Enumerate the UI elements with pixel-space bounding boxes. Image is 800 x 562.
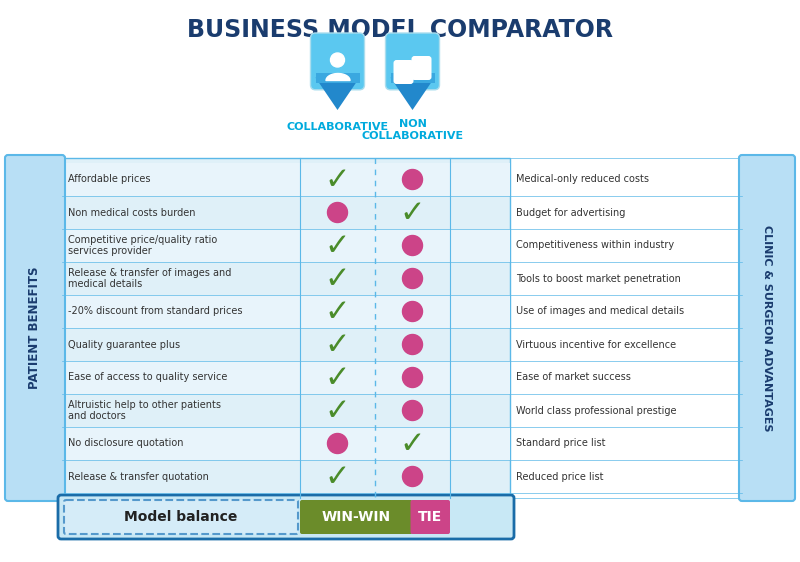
Text: Tools to boost market penetration: Tools to boost market penetration [516, 274, 681, 283]
Text: Medical-only reduced costs: Medical-only reduced costs [516, 174, 649, 184]
Text: Ease of access to quality service: Ease of access to quality service [68, 373, 227, 383]
Text: BUSINESS MODEL COMPARATOR: BUSINESS MODEL COMPARATOR [187, 18, 613, 42]
FancyBboxPatch shape [394, 60, 414, 84]
Text: -20% discount from standard prices: -20% discount from standard prices [68, 306, 242, 316]
Text: Affordable prices: Affordable prices [68, 174, 150, 184]
Text: ✓: ✓ [400, 430, 426, 459]
Text: Ease of market success: Ease of market success [516, 373, 631, 383]
Polygon shape [390, 78, 434, 110]
FancyBboxPatch shape [386, 33, 439, 90]
FancyBboxPatch shape [64, 500, 298, 534]
Text: World class professional prestige: World class professional prestige [516, 406, 677, 415]
Text: ✓: ✓ [325, 166, 350, 195]
Text: Altruistic help to other patients
and doctors: Altruistic help to other patients and do… [68, 400, 221, 422]
FancyBboxPatch shape [62, 361, 510, 394]
Text: WIN-WIN: WIN-WIN [322, 510, 391, 524]
Text: ✓: ✓ [325, 298, 350, 327]
Circle shape [402, 269, 422, 288]
Text: Non medical costs burden: Non medical costs burden [68, 207, 195, 217]
FancyBboxPatch shape [5, 155, 65, 501]
FancyBboxPatch shape [62, 163, 510, 196]
Text: Budget for advertising: Budget for advertising [516, 207, 626, 217]
FancyBboxPatch shape [62, 427, 510, 460]
FancyBboxPatch shape [411, 56, 431, 80]
Text: COLLABORATIVE: COLLABORATIVE [286, 122, 389, 132]
Text: TIE: TIE [418, 510, 442, 524]
Text: Model balance: Model balance [124, 510, 238, 524]
FancyBboxPatch shape [739, 155, 795, 501]
Text: No disclosure quotation: No disclosure quotation [68, 438, 183, 448]
Circle shape [402, 401, 422, 420]
Circle shape [402, 235, 422, 256]
Text: Release & transfer of images and
medical details: Release & transfer of images and medical… [68, 268, 231, 289]
Text: ✓: ✓ [400, 199, 426, 228]
Text: Use of images and medical details: Use of images and medical details [516, 306, 684, 316]
FancyBboxPatch shape [315, 72, 359, 83]
Circle shape [402, 368, 422, 388]
Text: Release & transfer quotation: Release & transfer quotation [68, 472, 209, 482]
Text: Virtuous incentive for excellence: Virtuous incentive for excellence [516, 339, 676, 350]
Text: ✓: ✓ [325, 463, 350, 492]
Text: ✓: ✓ [325, 364, 350, 393]
Circle shape [327, 433, 347, 454]
Circle shape [402, 334, 422, 355]
Text: Competitive price/quality ratio
services provider: Competitive price/quality ratio services… [68, 235, 218, 256]
FancyBboxPatch shape [310, 33, 365, 90]
FancyBboxPatch shape [62, 158, 510, 498]
Circle shape [330, 53, 345, 67]
Polygon shape [315, 78, 359, 110]
Text: ✓: ✓ [325, 232, 350, 261]
Text: CLINIC & SURGEON ADVANTAGES: CLINIC & SURGEON ADVANTAGES [762, 225, 772, 431]
Text: NON
COLLABORATIVE: NON COLLABORATIVE [362, 119, 463, 140]
Text: Reduced price list: Reduced price list [516, 472, 603, 482]
Text: PATIENT BENEFITS: PATIENT BENEFITS [29, 267, 42, 389]
Text: Quality guarantee plus: Quality guarantee plus [68, 339, 180, 350]
FancyBboxPatch shape [58, 495, 514, 539]
FancyBboxPatch shape [390, 72, 434, 83]
Text: ✓: ✓ [325, 397, 350, 426]
FancyBboxPatch shape [62, 295, 510, 328]
Text: ✓: ✓ [325, 331, 350, 360]
Circle shape [402, 301, 422, 321]
Circle shape [402, 466, 422, 487]
Text: ✓: ✓ [325, 265, 350, 294]
FancyBboxPatch shape [300, 500, 413, 534]
Circle shape [327, 202, 347, 223]
Circle shape [402, 170, 422, 189]
FancyBboxPatch shape [410, 500, 450, 534]
FancyBboxPatch shape [62, 229, 510, 262]
Text: Standard price list: Standard price list [516, 438, 606, 448]
Text: Competitiveness within industry: Competitiveness within industry [516, 241, 674, 251]
